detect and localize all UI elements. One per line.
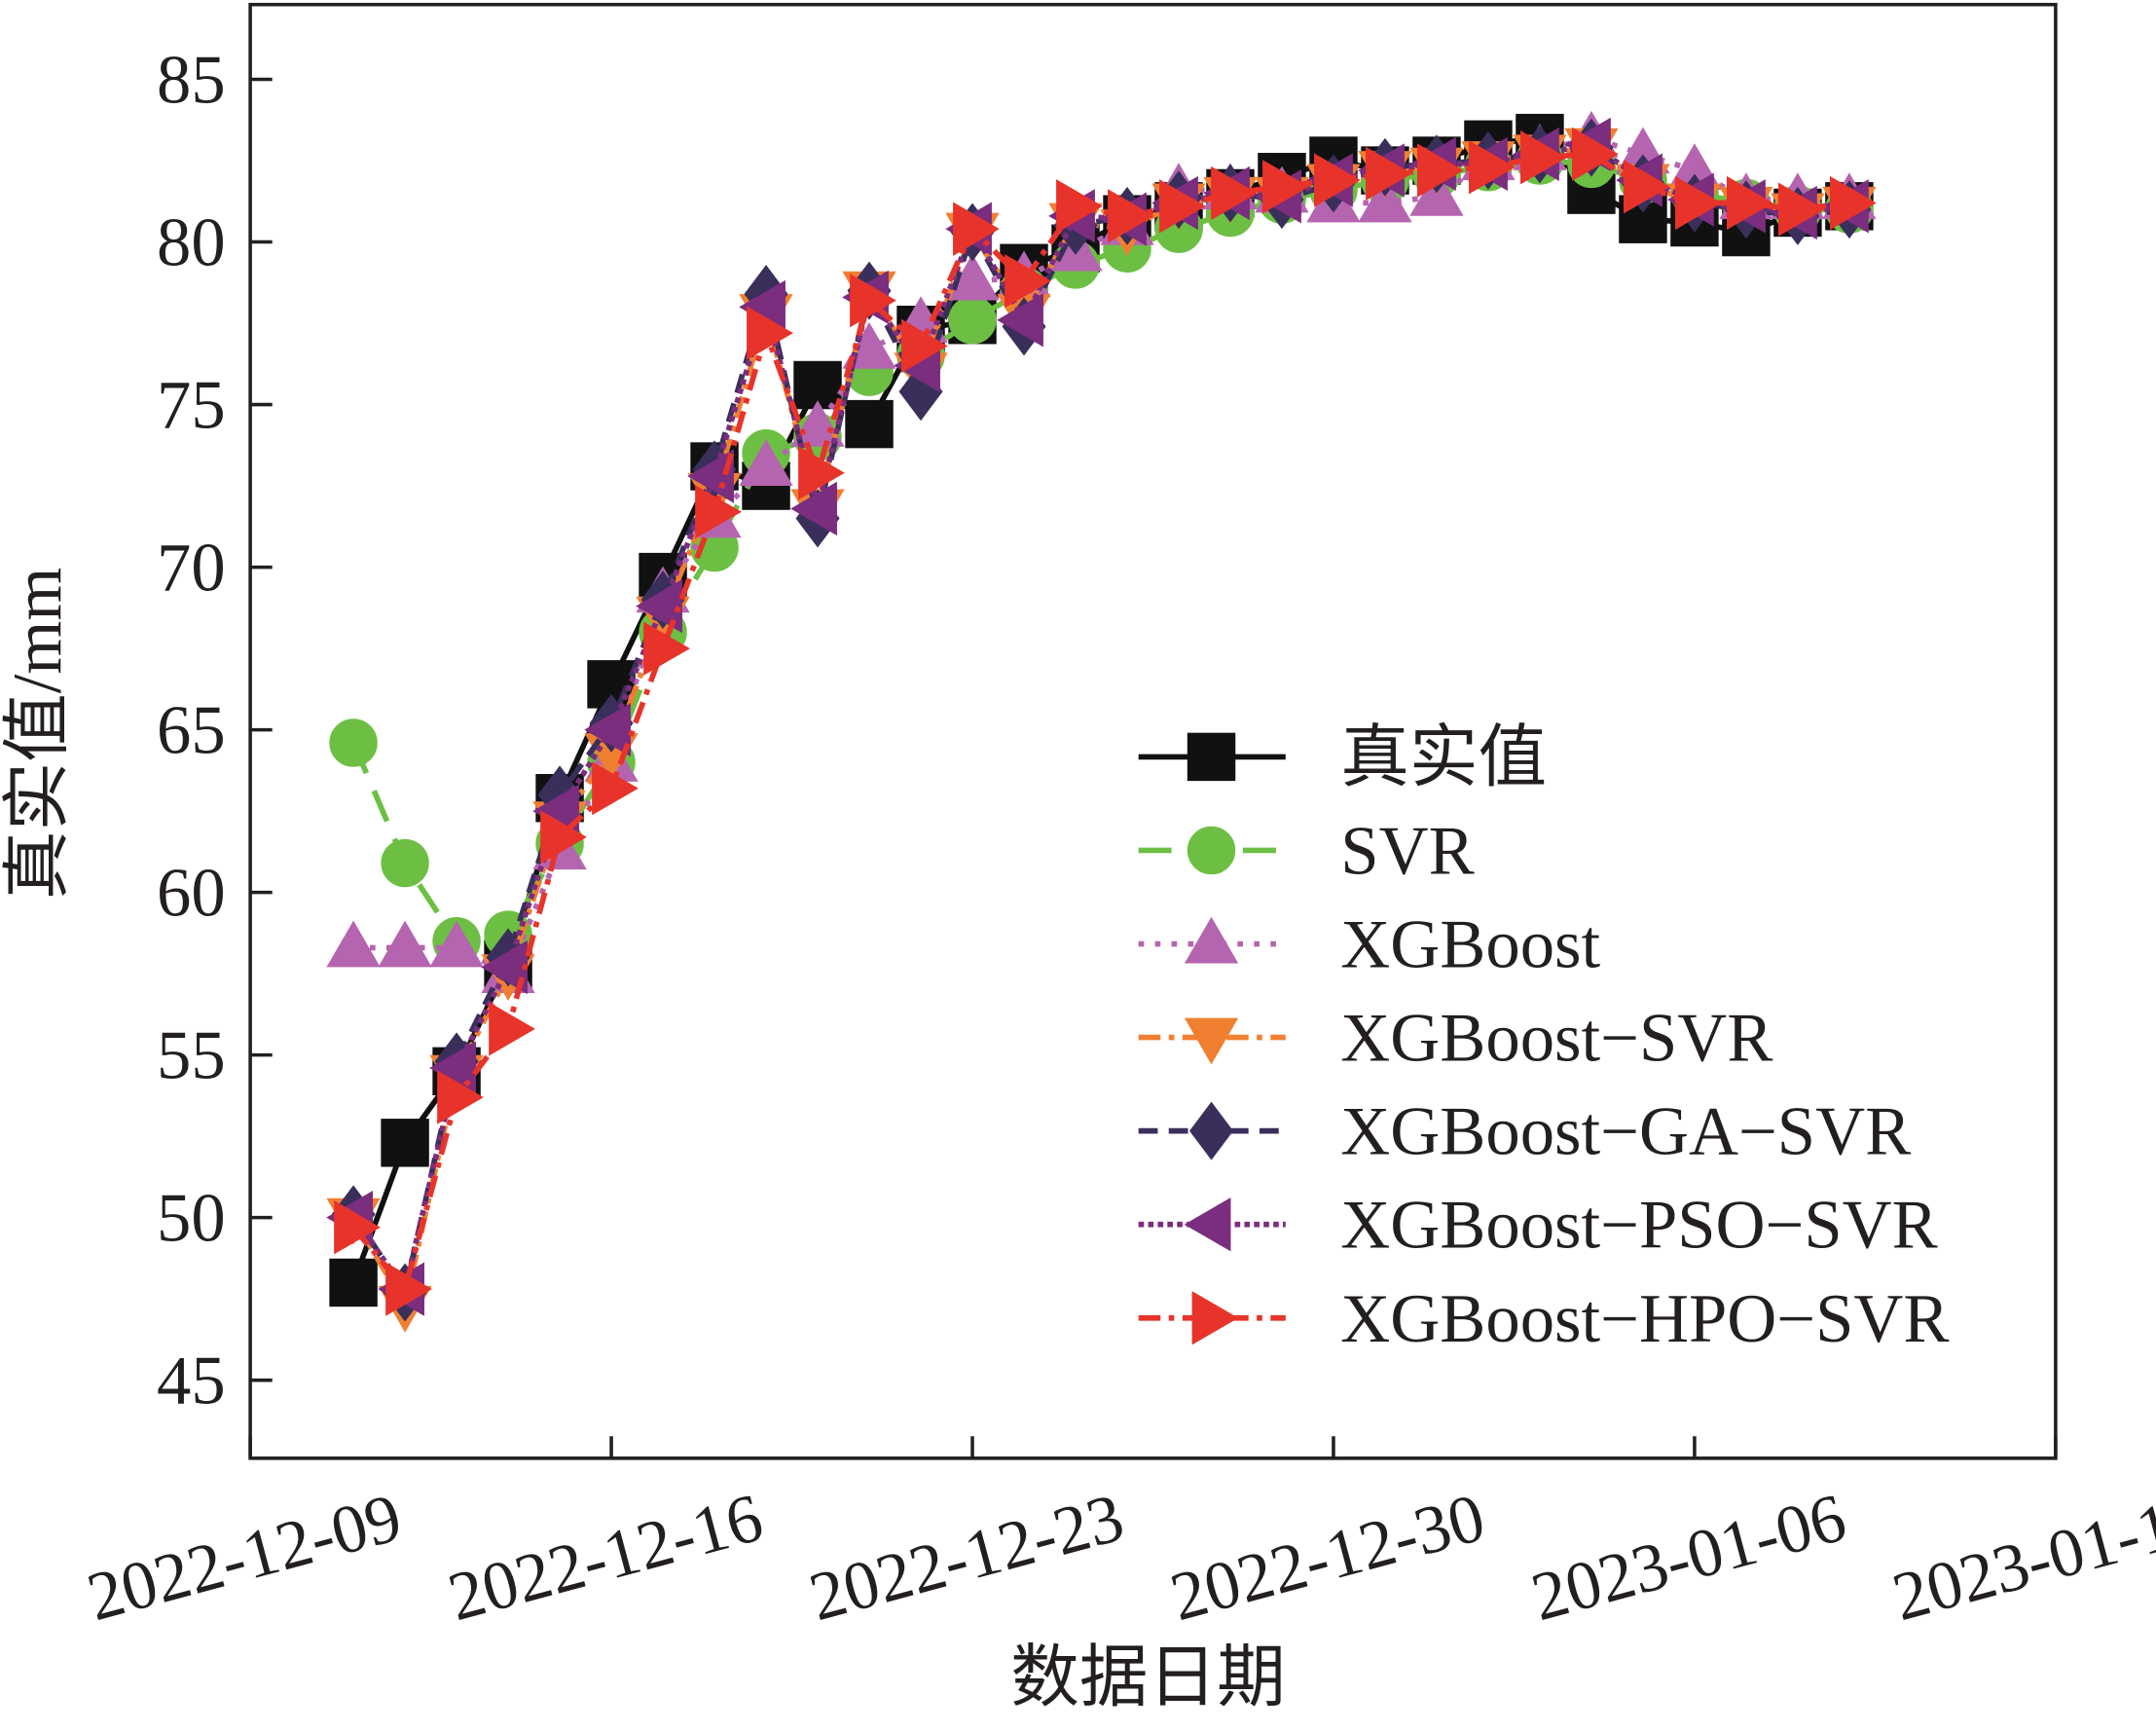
marker-triangle-right	[1829, 175, 1877, 231]
y-tick-label: 60	[157, 856, 226, 932]
marker-triangle-right	[643, 621, 690, 676]
marker-circle	[329, 718, 378, 767]
marker-triangle-right	[437, 1070, 484, 1124]
marker-diamond	[1189, 1101, 1234, 1160]
marker-circle	[381, 838, 429, 888]
marker-triangle-left	[687, 449, 734, 503]
marker-triangle-up	[429, 920, 484, 968]
marker-triangle-left	[997, 293, 1043, 348]
marker-triangle-left	[636, 579, 682, 634]
y-tick-label: 65	[157, 693, 226, 769]
y-tick-label: 45	[157, 1344, 226, 1419]
marker-triangle-right	[1624, 160, 1670, 214]
legend-label: XGBoost−SVR	[1340, 1001, 1772, 1077]
y-axis-label: 真实值/mm	[0, 568, 76, 900]
x-tick-label: 2022-12-16	[441, 1480, 771, 1637]
legend-label: XGBoost−GA−SVR	[1340, 1094, 1911, 1170]
marker-triangle-right	[1417, 143, 1464, 198]
x-tick-label: 2022-12-23	[802, 1480, 1132, 1637]
y-tick-label: 85	[157, 43, 226, 119]
marker-triangle-right	[798, 446, 845, 500]
x-axis-label: 数据日期	[1010, 1639, 1286, 1715]
marker-circle	[1187, 826, 1236, 875]
marker-triangle-right	[1108, 189, 1154, 243]
y-tick-label: 80	[157, 205, 226, 281]
marker-triangle-right	[1005, 253, 1051, 309]
marker-triangle-up	[1184, 916, 1239, 964]
x-tick-label: 2022-12-09	[80, 1480, 410, 1637]
marker-triangle-up	[1358, 175, 1412, 223]
x-tick-label: 2023-01-06	[1524, 1480, 1854, 1637]
marker-square	[845, 399, 894, 449]
marker-triangle-right	[1262, 160, 1309, 214]
legend-label: SVR	[1340, 813, 1474, 889]
legend-label: XGBoost−PSO−SVR	[1340, 1188, 1937, 1264]
marker-triangle-right	[540, 810, 587, 865]
marker-triangle-right	[1211, 166, 1258, 221]
marker-circle	[948, 295, 997, 345]
marker-triangle-left	[1184, 1197, 1231, 1252]
marker-triangle-right	[850, 274, 896, 328]
legend-label: 真实值	[1340, 719, 1547, 795]
marker-triangle-right	[1366, 146, 1412, 202]
marker-triangle-right	[1056, 179, 1103, 234]
marker-triangle-right	[747, 306, 793, 360]
x-tick-label: 2022-12-30	[1163, 1480, 1493, 1637]
marker-triangle-down	[1184, 1017, 1239, 1065]
marker-triangle-up	[378, 920, 432, 968]
marker-triangle-right	[695, 485, 742, 539]
marker-triangle-left	[790, 481, 837, 536]
marker-triangle-right	[1469, 140, 1516, 195]
y-tick-label: 70	[157, 531, 226, 607]
marker-square	[329, 1258, 378, 1307]
marker-triangle-right	[1726, 175, 1773, 231]
marker-triangle-right	[1520, 130, 1567, 185]
marker-triangle-right	[1191, 1291, 1239, 1345]
marker-square	[1187, 732, 1236, 782]
y-tick-label: 55	[157, 1018, 226, 1094]
marker-triangle-up	[790, 400, 845, 447]
x-tick-label: 2023-01-13	[1885, 1480, 2156, 1637]
marker-triangle-up	[739, 439, 793, 486]
marker-triangle-right	[1777, 182, 1825, 237]
marker-triangle-right	[1314, 153, 1361, 207]
marker-triangle-right	[385, 1262, 432, 1316]
marker-triangle-right	[901, 318, 948, 374]
y-tick-label: 50	[157, 1181, 226, 1257]
marker-triangle-right	[489, 1002, 535, 1056]
marker-triangle-up	[326, 920, 381, 968]
marker-square	[381, 1119, 429, 1167]
marker-triangle-right	[1675, 175, 1722, 231]
legend-label: XGBoost−HPO−SVR	[1340, 1281, 1949, 1357]
marker-triangle-right	[953, 202, 1000, 256]
marker-triangle-right	[334, 1200, 381, 1255]
marker-triangle-right	[1159, 179, 1206, 234]
legend-label: XGBoost	[1340, 907, 1600, 983]
y-tick-label: 75	[157, 368, 226, 444]
marker-triangle-right	[592, 761, 639, 816]
marker-triangle-right	[1572, 127, 1619, 181]
